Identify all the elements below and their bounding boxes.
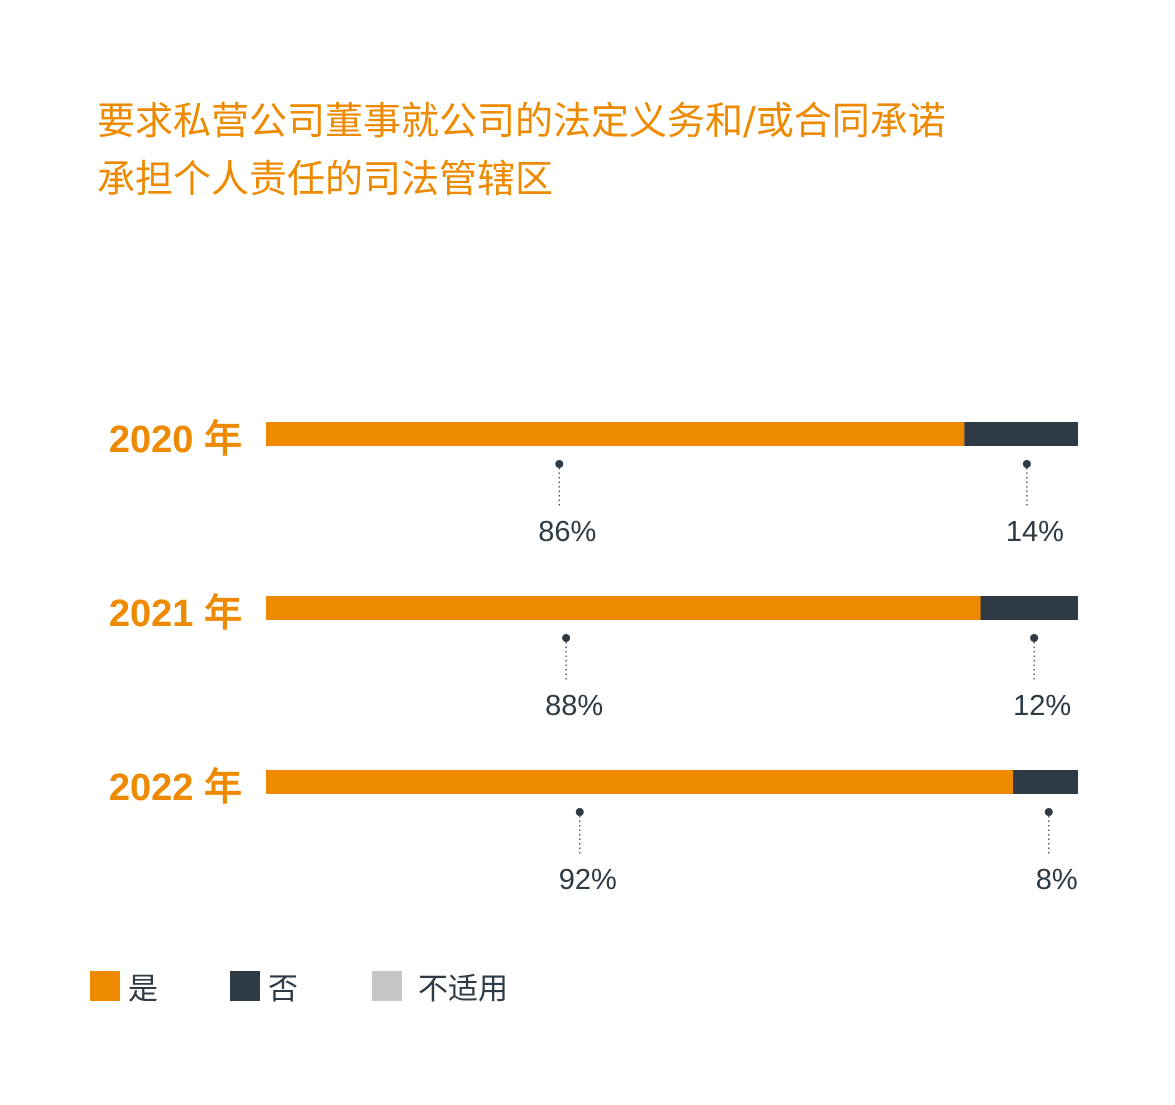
value-label: 14%	[1006, 516, 1064, 548]
legend-item-yes: 是	[90, 964, 230, 1008]
value-label: 88%	[545, 690, 603, 722]
value-label: 12%	[1013, 690, 1071, 722]
callout-dot	[1030, 634, 1039, 642]
legend-label-yes: 是	[128, 972, 158, 1007]
legend-item-no: 否	[230, 964, 372, 1008]
callout-dot	[1044, 808, 1053, 816]
callout-dot	[555, 460, 564, 468]
legend-swatch-no	[230, 971, 260, 1001]
year-label: 2021 年	[109, 593, 242, 635]
callout-dot	[562, 634, 571, 642]
legend-swatch-yes	[90, 971, 120, 1001]
legend-label-no: 否	[268, 972, 298, 1007]
bar-segment-yes	[266, 422, 965, 446]
legend-swatch-na	[372, 971, 402, 1001]
bar-segment-yes	[266, 596, 981, 620]
bar-segment-no	[1013, 770, 1078, 794]
value-label: 86%	[538, 516, 596, 548]
legend-label-na: 不适用	[418, 972, 508, 1007]
legend: 是 否 不适用	[90, 964, 508, 1008]
chart-title-line-1: 要求私营公司董事就公司的法定义务和/或合同承诺	[97, 99, 946, 143]
callout-dot	[575, 808, 584, 816]
bar-segment-no	[964, 422, 1078, 446]
chart-title-line-2: 承担个人责任的司法管辖区	[97, 157, 554, 201]
legend-item-na: 不适用	[372, 964, 508, 1008]
value-label: 8%	[1036, 864, 1078, 896]
bar-segment-no	[980, 596, 1078, 620]
chart-title: 要求私营公司董事就公司的法定义务和/或合同承诺 承担个人责任的司法管辖区	[97, 92, 1057, 208]
year-label: 2022 年	[109, 767, 242, 809]
value-label: 92%	[559, 864, 617, 896]
bar-segment-yes	[266, 770, 1014, 794]
callout-dot	[1022, 460, 1031, 468]
year-label: 2020 年	[109, 419, 242, 461]
